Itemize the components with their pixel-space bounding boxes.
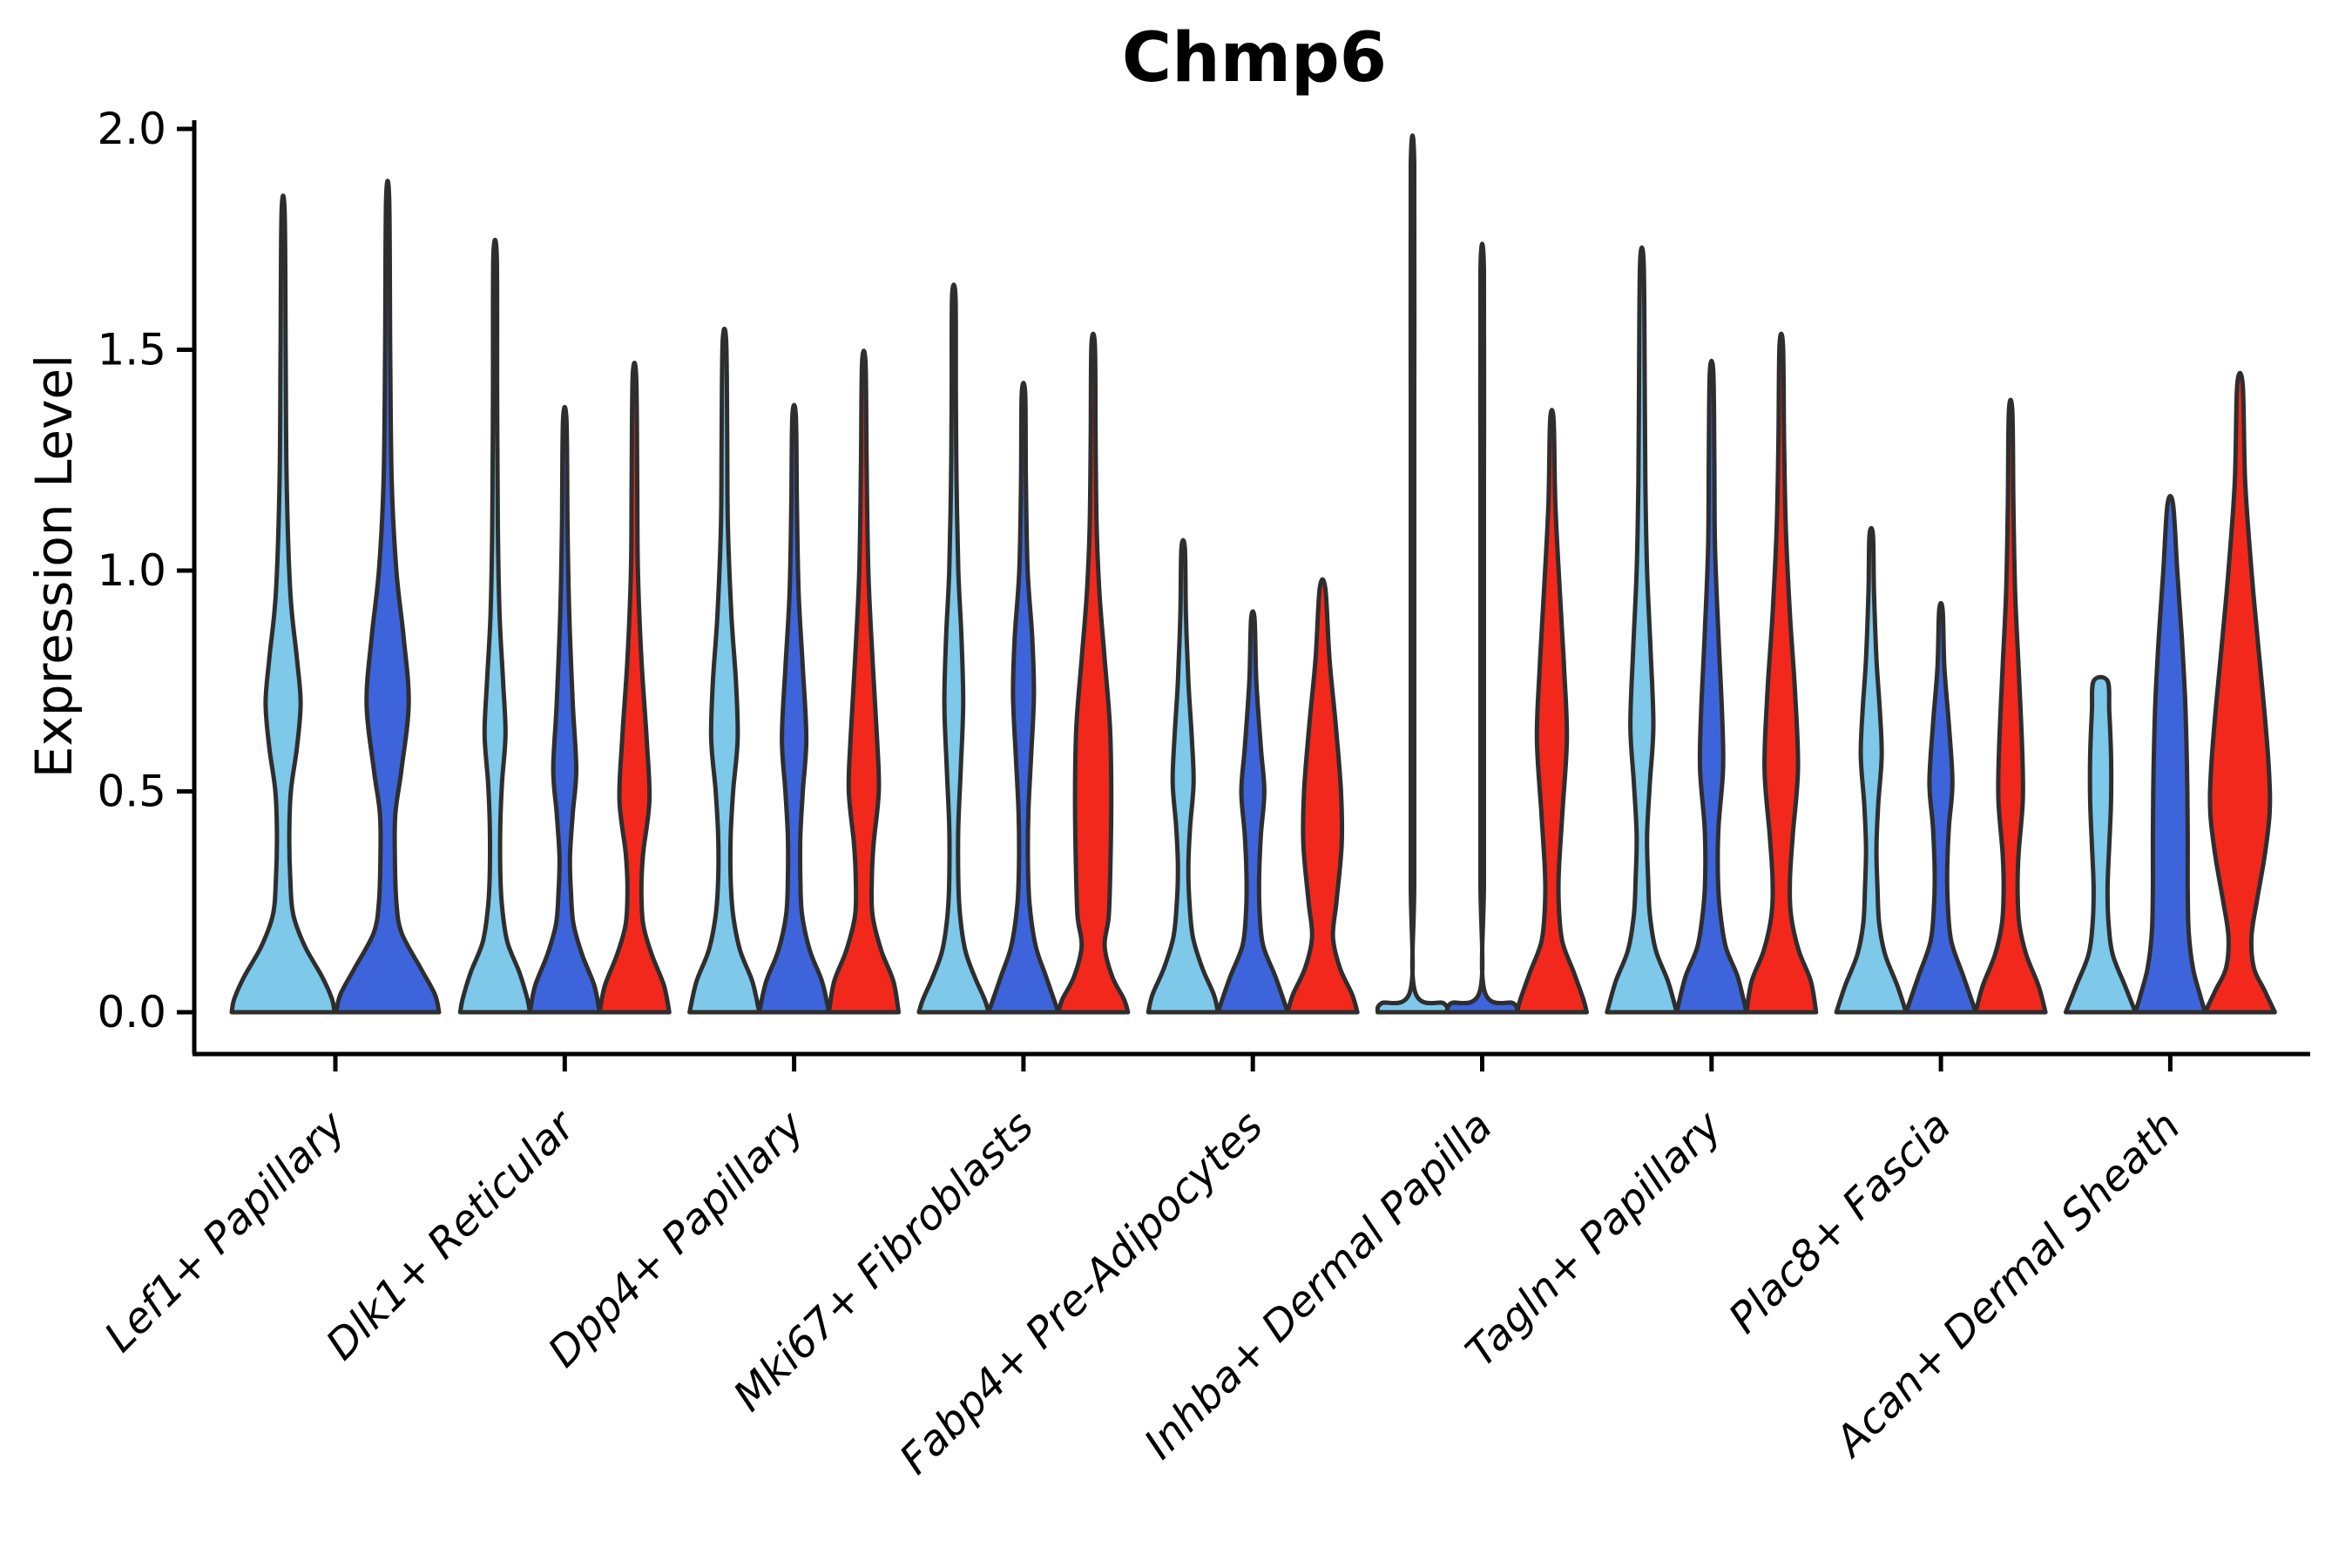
- violin-fabp4-pre-adipocytes-s3: [1285, 577, 1360, 1015]
- y-tick-label: 1.5: [97, 325, 166, 375]
- violin-inhba-dermal-papilla-s2: [1444, 241, 1520, 1015]
- violin-fabp4-pre-adipocytes-s2: [1215, 609, 1290, 1015]
- chart-title: Chmp6: [1121, 19, 1388, 98]
- violin-tagln-papillary-s2: [1674, 358, 1749, 1015]
- x-tick-label: Dlk1+ Reticular: [317, 1100, 587, 1370]
- x-tick-label: Dpp4+ Papillary: [538, 1101, 814, 1376]
- violin-lef1-papillary-s2: [334, 179, 442, 1015]
- violin-mki67-fibroblasts-s2: [986, 381, 1061, 1015]
- violin-lef1-papillary-s1: [229, 193, 337, 1015]
- violin-acan-dermal-sheath-s3: [2202, 370, 2277, 1015]
- violin-inhba-dermal-papilla-s3: [1515, 408, 1589, 1015]
- violin-dpp4-papillary-s3: [827, 348, 902, 1015]
- violin-dlk1-reticular-s1: [457, 237, 532, 1015]
- violin-inhba-dermal-papilla-s1: [1375, 133, 1450, 1015]
- y-axis-label: Expression Level: [24, 354, 84, 779]
- violin-plac8-fascia-s3: [1973, 397, 2048, 1015]
- violin-acan-dermal-sheath-s1: [2063, 674, 2138, 1015]
- violin-dlk1-reticular-s2: [527, 404, 602, 1015]
- violin-plac8-fascia-s2: [1903, 600, 1978, 1015]
- violin-mki67-fibroblasts-s1: [916, 282, 991, 1015]
- violin-acan-dermal-sheath-s2: [2132, 493, 2207, 1015]
- violin-plac8-fascia-s1: [1834, 525, 1909, 1015]
- violin-tagln-papillary-s1: [1605, 245, 1680, 1015]
- x-tick-label: Lef1+ Papillary: [95, 1101, 355, 1362]
- violin-dpp4-papillary-s1: [687, 326, 762, 1015]
- violin-fabp4-pre-adipocytes-s1: [1146, 537, 1220, 1015]
- y-tick-label: 0.5: [97, 767, 166, 817]
- y-tick-label: 1.0: [97, 545, 166, 596]
- violin-dpp4-papillary-s2: [757, 402, 832, 1015]
- x-tick-label: Tagln+ Papillary: [1456, 1101, 1732, 1376]
- violin-tagln-papillary-s3: [1744, 331, 1819, 1015]
- x-tick-label: Fabp4+ Pre-Adipocytes: [890, 1102, 1273, 1484]
- y-tick-label: 0.0: [97, 987, 166, 1037]
- x-tick-label: Plac8+ Fascia: [1720, 1102, 1961, 1343]
- y-tick-label: 2.0: [97, 104, 166, 154]
- violin-dlk1-reticular-s3: [597, 361, 672, 1015]
- violin-mki67-fibroblasts-s3: [1056, 331, 1131, 1015]
